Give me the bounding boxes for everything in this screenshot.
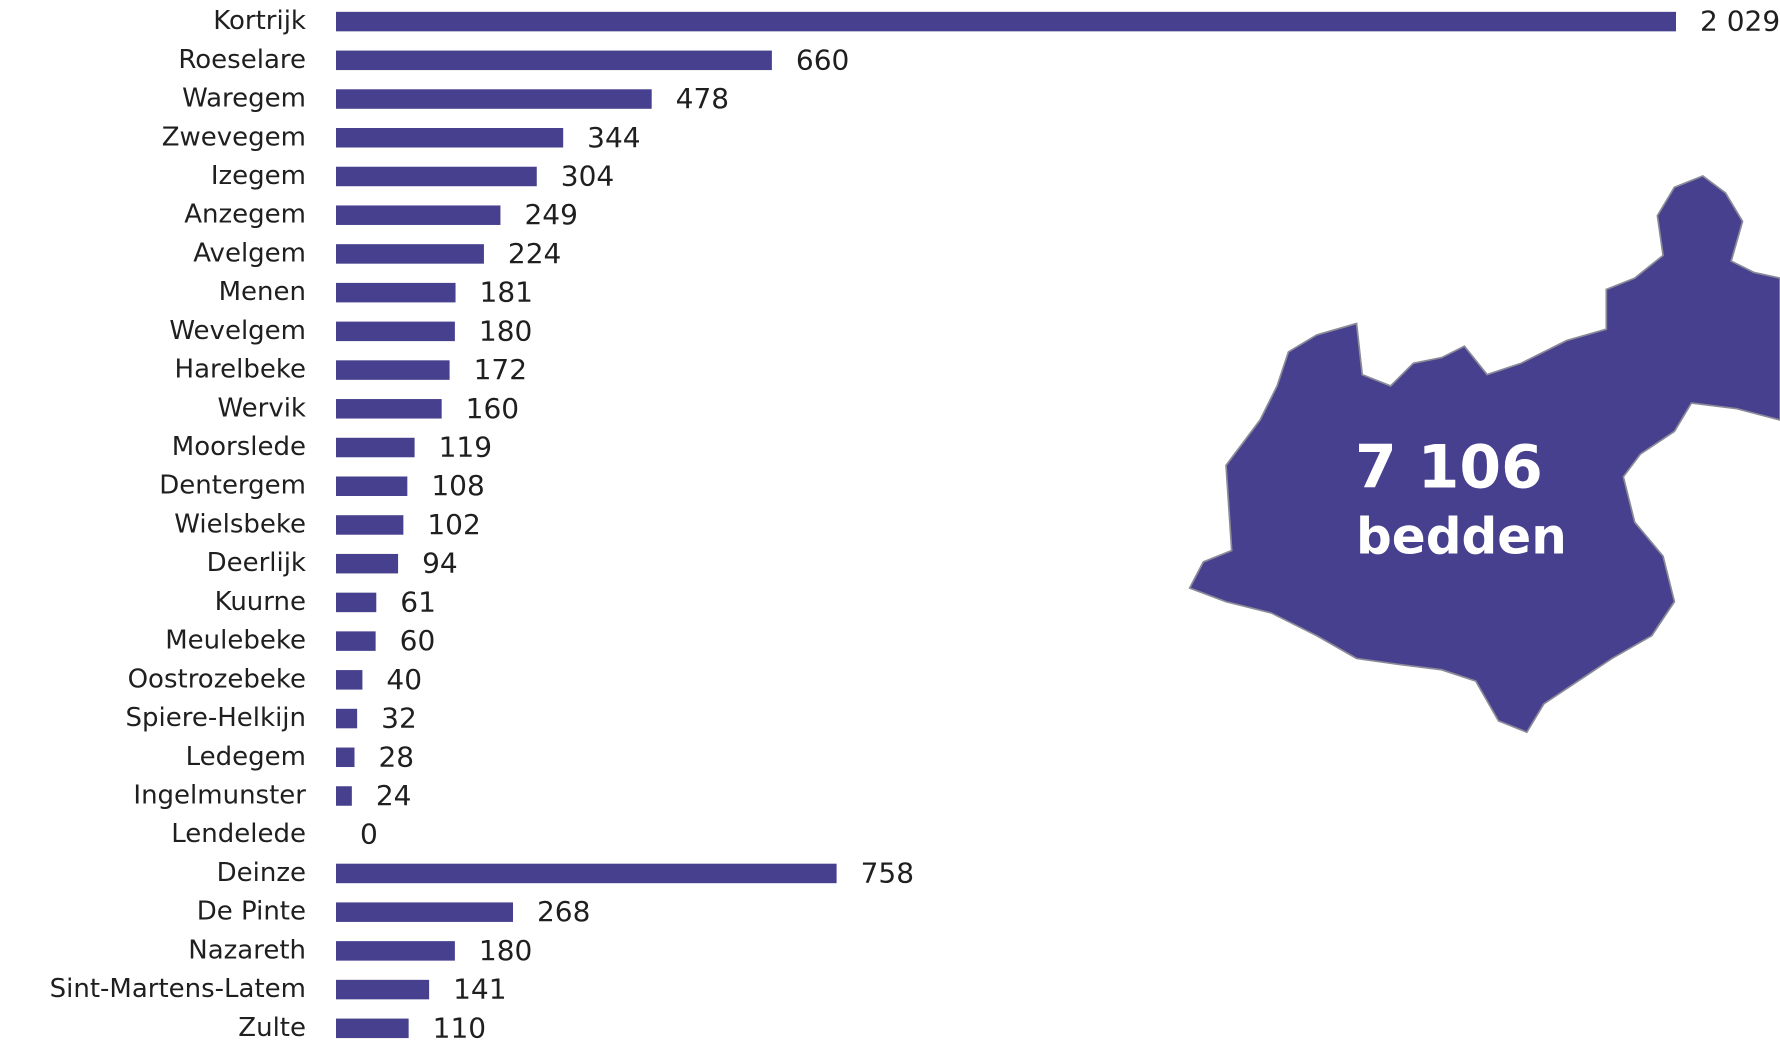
category-label: Spiere-Helkijn	[126, 703, 306, 733]
bar	[336, 89, 652, 109]
value-label: 758	[861, 856, 914, 889]
category-label: Kuurne	[215, 587, 306, 617]
category-label: Dentergem	[159, 471, 306, 501]
value-label: 180	[479, 314, 532, 347]
bar	[336, 902, 513, 922]
bar	[336, 399, 442, 419]
category-label: Nazareth	[188, 935, 306, 965]
value-label: 224	[508, 237, 561, 270]
bar	[336, 11, 1676, 32]
bar	[336, 205, 501, 225]
category-label: Meulebeke	[165, 626, 306, 656]
bar	[336, 670, 363, 690]
value-label: 108	[431, 469, 484, 502]
value-label: 2 029	[1700, 5, 1780, 38]
category-label: Moorslede	[172, 432, 306, 462]
bar	[336, 592, 377, 613]
value-label: 102	[427, 508, 480, 541]
category-label: Wevelgem	[169, 316, 306, 346]
value-label: 28	[378, 740, 414, 773]
bar	[336, 321, 455, 342]
category-label: Ledegem	[186, 742, 306, 772]
bar	[336, 282, 456, 303]
category-label: Kortrijk	[213, 6, 306, 36]
bar	[336, 515, 404, 535]
map-shape	[1188, 174, 1780, 734]
value-label: 24	[376, 779, 412, 812]
category-label: Oostrozebeke	[128, 664, 306, 694]
bar	[336, 476, 408, 496]
category-label: Roeselare	[178, 45, 306, 75]
value-label: 160	[466, 392, 519, 425]
total-value: 7 106	[1355, 433, 1543, 503]
bar	[336, 437, 415, 458]
bar	[336, 747, 355, 768]
bar	[336, 1018, 409, 1039]
value-label: 660	[796, 43, 849, 76]
value-label: 344	[587, 121, 640, 154]
bar	[336, 360, 450, 380]
value-label: 478	[676, 82, 729, 115]
bar	[336, 50, 772, 71]
category-label: Sint-Martens-Latem	[50, 974, 306, 1004]
category-label: Wervik	[217, 393, 306, 423]
value-label: 172	[474, 353, 527, 386]
value-label: 0	[360, 818, 378, 851]
category-label: Avelgem	[193, 238, 306, 268]
category-label: Izegem	[211, 161, 306, 191]
value-label: 119	[439, 431, 492, 464]
value-label: 110	[433, 1011, 486, 1042]
bar	[336, 166, 537, 187]
category-label: Menen	[219, 277, 306, 307]
category-label: Deinze	[217, 858, 306, 888]
value-label: 304	[561, 159, 614, 192]
category-label: Ingelmunster	[133, 781, 306, 811]
category-label: Zwevegem	[162, 122, 306, 152]
total-unit: bedden	[1356, 508, 1567, 566]
bar	[336, 631, 376, 651]
category-label: Anzegem	[184, 200, 306, 230]
value-label: 268	[537, 895, 590, 928]
bar	[336, 863, 837, 884]
category-label: Deerlijk	[207, 548, 306, 578]
value-label: 249	[524, 198, 577, 231]
value-label: 60	[400, 624, 436, 657]
value-label: 40	[386, 663, 422, 696]
category-label: Harelbeke	[175, 355, 306, 385]
bar	[336, 244, 484, 264]
bar	[336, 128, 564, 148]
value-label: 32	[381, 702, 417, 735]
value-label: 181	[480, 276, 533, 309]
bar	[336, 553, 399, 574]
bar	[336, 708, 358, 729]
category-label: Zulte	[238, 1013, 306, 1042]
value-label: 141	[453, 973, 506, 1006]
category-label: Waregem	[182, 84, 306, 114]
value-label: 94	[422, 547, 458, 580]
bar	[336, 786, 352, 806]
bar	[336, 941, 455, 961]
category-label: Lendelede	[171, 819, 306, 849]
category-label: Wielsbeke	[174, 509, 306, 539]
bar	[336, 979, 430, 1000]
category-label: De Pinte	[197, 897, 306, 927]
map-region	[1188, 174, 1780, 734]
value-label: 61	[400, 585, 436, 618]
value-label: 180	[479, 934, 532, 967]
